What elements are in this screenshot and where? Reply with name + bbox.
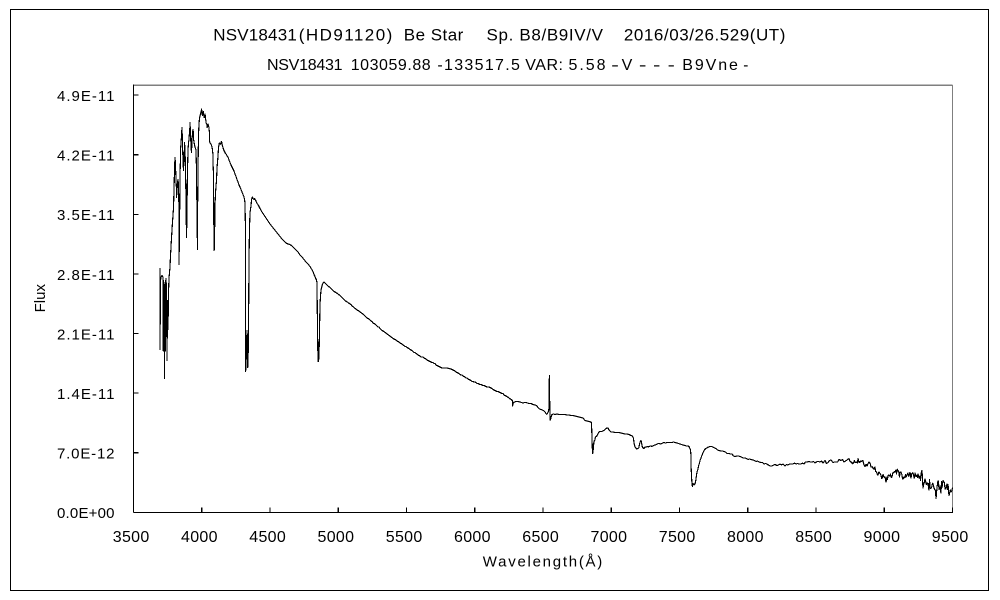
svg-text:9000: 9000 [864, 529, 901, 546]
svg-text:8000: 8000 [727, 529, 764, 546]
svg-text:6500: 6500 [522, 529, 559, 546]
svg-text:5000: 5000 [318, 529, 355, 546]
svg-text:V: V [622, 57, 633, 74]
svg-text:Flux: Flux [32, 284, 49, 313]
svg-text:-: - [611, 57, 619, 74]
svg-text:-: - [639, 57, 647, 74]
svg-text:-: - [653, 57, 660, 74]
svg-text:5500: 5500 [386, 529, 423, 546]
svg-text:(HD91120): (HD91120) [299, 25, 393, 44]
svg-text:7000: 7000 [591, 529, 628, 546]
svg-text:4500: 4500 [249, 529, 286, 546]
svg-text:8500: 8500 [795, 529, 832, 546]
svg-text:2.8E-11: 2.8E-11 [57, 267, 115, 284]
svg-text:-133517.5: -133517.5 [437, 57, 520, 74]
svg-text:4.2E-11: 4.2E-11 [57, 148, 115, 165]
svg-text:6000: 6000 [454, 529, 491, 546]
svg-text:VAR:: VAR: [525, 57, 563, 74]
svg-text:1.4E-11: 1.4E-11 [57, 386, 115, 403]
svg-text:Sp. B8/B9IV/V: Sp. B8/B9IV/V [487, 25, 604, 44]
svg-text:2.1E-11: 2.1E-11 [57, 326, 115, 343]
svg-text:Wavelength(Å): Wavelength(Å) [483, 553, 603, 570]
svg-text:7.0E-12: 7.0E-12 [57, 446, 115, 463]
svg-text:NSV18431: NSV18431 [267, 57, 343, 74]
svg-text:4000: 4000 [181, 529, 218, 546]
svg-text:NSV18431: NSV18431 [213, 25, 296, 44]
svg-text:2016/03/26.529(UT): 2016/03/26.529(UT) [624, 25, 786, 44]
svg-text:3.5E-11: 3.5E-11 [57, 207, 115, 224]
svg-text:5.58: 5.58 [569, 57, 606, 74]
svg-text:B9Vne: B9Vne [682, 57, 738, 74]
svg-text:103059.88: 103059.88 [351, 57, 431, 74]
svg-text:7500: 7500 [659, 529, 696, 546]
svg-text:3500: 3500 [113, 529, 150, 546]
svg-text:Be Star: Be Star [404, 25, 464, 44]
svg-text:-: - [668, 57, 675, 74]
svg-text:0.0E+00: 0.0E+00 [57, 505, 115, 522]
svg-text:4.9E-11: 4.9E-11 [57, 88, 115, 105]
svg-text:-: - [743, 57, 748, 74]
svg-text:9500: 9500 [932, 529, 969, 546]
